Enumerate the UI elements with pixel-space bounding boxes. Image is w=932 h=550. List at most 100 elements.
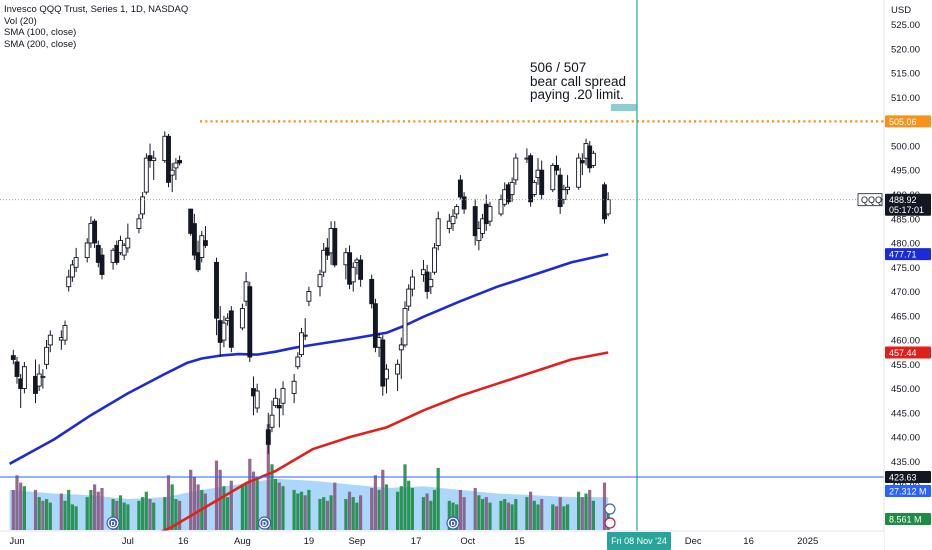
- date-tick-label: 17: [411, 536, 422, 547]
- volume-bar: [584, 493, 588, 530]
- dividend-marker-label: D: [111, 521, 116, 528]
- candle: [605, 192, 611, 217]
- price-tick-label: 500.00: [891, 142, 920, 153]
- volume-bar: [506, 502, 510, 530]
- dividend-marker: D: [257, 516, 272, 530]
- volume-bar: [144, 491, 148, 530]
- dividend-marker-fill: [260, 518, 269, 528]
- candle: [188, 208, 194, 236]
- volume-badge-text: 27.312 M: [889, 487, 927, 497]
- candle: [173, 158, 179, 180]
- volume-bar: [148, 499, 152, 530]
- volume-bar: [226, 497, 230, 530]
- symbol-tag: QQQ: [861, 195, 882, 205]
- candle-body-up: [321, 249, 327, 273]
- candle-body-down: [166, 135, 171, 183]
- candle: [66, 269, 72, 292]
- symbol-tag-bg: [857, 193, 883, 207]
- volume-bar: [15, 475, 19, 531]
- candle: [550, 163, 556, 193]
- volume-bar: [510, 504, 514, 530]
- volume-bar: [248, 458, 252, 530]
- volume-bar: [588, 489, 592, 530]
- candle-body-down: [358, 259, 364, 280]
- candle-body-down: [10, 355, 16, 360]
- candle-body-up: [73, 257, 79, 268]
- currency-label: USD: [891, 5, 911, 16]
- candle: [461, 192, 467, 214]
- candle: [480, 213, 486, 239]
- candle: [44, 340, 50, 370]
- candle-body-up: [44, 346, 50, 365]
- candle-body-down: [265, 429, 271, 445]
- candle: [398, 337, 404, 379]
- price-badge-text: 488.92: [889, 195, 917, 205]
- price-tick-label: 525.00: [891, 20, 920, 31]
- volume-bar: [48, 502, 52, 530]
- volume-bar: [115, 500, 119, 530]
- candle-body-up: [561, 189, 567, 200]
- candle-body-down: [247, 286, 253, 358]
- note-marker: [611, 104, 637, 111]
- candle-body-down: [195, 252, 201, 271]
- candle: [14, 357, 20, 384]
- volume-badge-bg: [885, 513, 931, 525]
- candle-body-up: [432, 247, 437, 273]
- candle: [276, 398, 282, 428]
- volume-bar: [100, 488, 104, 530]
- candle: [299, 327, 304, 357]
- volume-bar: [577, 491, 581, 530]
- candle-body-up: [143, 157, 149, 193]
- candle: [306, 286, 312, 307]
- candle-body-up: [269, 414, 275, 428]
- price-tick-label: 435.00: [891, 457, 920, 468]
- sma200-line: [134, 351, 609, 545]
- volume-bar: [429, 500, 433, 530]
- candle: [247, 281, 253, 362]
- candle: [369, 274, 375, 309]
- candle-body-down: [14, 361, 20, 377]
- candle-body-up: [605, 199, 611, 215]
- volume-bar: [602, 482, 607, 530]
- candle: [565, 175, 571, 195]
- candle-body-down: [228, 310, 234, 348]
- volume-bar: [178, 500, 182, 530]
- candle: [202, 226, 208, 248]
- volume-bar: [484, 497, 488, 530]
- candle-body-up: [280, 388, 286, 404]
- volume-bar: [455, 504, 459, 530]
- candle-body-up: [121, 244, 127, 256]
- date-tick-label: Aug: [234, 536, 251, 547]
- candle-body-up: [291, 380, 297, 394]
- volume-bar: [122, 502, 126, 530]
- candle: [136, 213, 142, 234]
- candle-body-up: [450, 215, 456, 225]
- candle-body-up: [47, 334, 53, 346]
- candle: [446, 213, 452, 234]
- price-badge-text: 505.06: [889, 117, 917, 127]
- candle-body-up: [384, 368, 389, 380]
- candle: [177, 155, 183, 166]
- price-badge-bg: [885, 346, 931, 359]
- candle-body-down: [380, 339, 386, 387]
- volume-bar: [325, 500, 329, 530]
- legend-title: Invesco QQQ Trust, Series 1, 1D, NASDAQ: [4, 4, 189, 15]
- volume-bar: [384, 484, 389, 530]
- candle: [409, 269, 415, 297]
- candle: [254, 383, 260, 413]
- volume-bar: [292, 489, 296, 530]
- candle-body-up: [239, 308, 245, 329]
- volume-bar: [407, 480, 411, 530]
- legend-volume: Vol (20): [4, 15, 37, 27]
- volume-bar: [554, 506, 559, 530]
- volume-bar: [281, 486, 285, 530]
- candle-body-down: [528, 155, 534, 203]
- annotation-line-1: 506 / 507: [530, 60, 587, 75]
- volume-bar: [373, 475, 377, 531]
- volume-bar: [566, 504, 570, 530]
- candle: [372, 298, 378, 353]
- candle-body-up: [36, 373, 42, 387]
